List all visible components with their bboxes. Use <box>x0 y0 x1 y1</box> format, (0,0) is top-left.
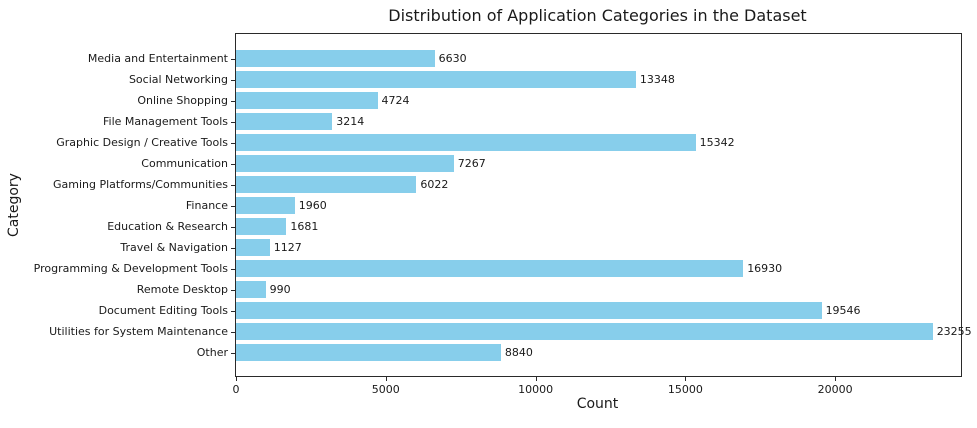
x-tick-label: 5000 <box>371 383 400 396</box>
x-tick-mark <box>236 377 237 381</box>
y-tick-mark <box>231 226 235 228</box>
category-tick-label-social-networking: Social Networking <box>128 73 228 86</box>
bar-value-label-education-research: 1681 <box>290 220 319 233</box>
plot-area <box>235 33 962 377</box>
bar-media-and-entertainment <box>236 50 435 67</box>
bar-social-networking <box>236 71 636 88</box>
bar-other <box>236 344 501 361</box>
bar-file-management-tools <box>236 113 333 130</box>
bar-value-label-other: 8840 <box>504 346 533 359</box>
x-tick-label: 10000 <box>518 383 554 396</box>
bar-communication <box>236 155 454 172</box>
category-tick-label-finance: Finance <box>185 199 228 212</box>
bar-gaming-platforms-communities <box>236 176 417 193</box>
category-tick-label-utilities-for-system-maintenance: Utilities for System Maintenance <box>49 325 228 338</box>
x-tick-label: 20000 <box>817 383 853 396</box>
bar-finance <box>236 197 295 214</box>
x-tick-label: 0 <box>232 383 240 396</box>
x-tick-mark <box>385 377 387 381</box>
category-tick-label-gaming-platforms-communities: Gaming Platforms/Communities <box>52 178 228 191</box>
category-tick-label-document-editing-tools: Document Editing Tools <box>98 304 228 317</box>
y-tick-mark <box>231 184 235 186</box>
bar-remote-desktop <box>236 281 266 298</box>
category-tick-label-education-research: Education & Research <box>107 220 228 233</box>
bar-programming-development-tools <box>236 260 744 277</box>
y-tick-mark <box>231 205 235 207</box>
x-tick-label: 15000 <box>667 383 703 396</box>
category-tick-label-online-shopping: Online Shopping <box>137 94 228 107</box>
x-tick-mark <box>685 377 687 381</box>
y-tick-mark <box>231 310 235 312</box>
bar-document-editing-tools <box>236 302 822 319</box>
category-tick-label-media-and-entertainment: Media and Entertainment <box>87 52 228 65</box>
chart-title: Distribution of Application Categories i… <box>388 6 807 25</box>
category-tick-label-graphic-design-creative-tools: Graphic Design / Creative Tools <box>56 136 228 149</box>
bar-value-label-travel-navigation: 1127 <box>273 241 302 254</box>
y-tick-mark <box>231 163 235 165</box>
y-tick-mark <box>231 79 235 81</box>
y-tick-mark <box>231 58 235 60</box>
y-tick-mark <box>231 142 235 144</box>
bar-value-label-utilities-for-system-maintenance: 23255 <box>936 325 972 338</box>
bar-value-label-communication: 7267 <box>457 157 486 170</box>
y-tick-mark <box>231 268 235 270</box>
x-axis-label: Count <box>576 396 619 412</box>
category-tick-label-file-management-tools: File Management Tools <box>103 115 228 128</box>
x-tick-mark <box>835 377 837 381</box>
bar-value-label-remote-desktop: 990 <box>269 283 291 296</box>
bar-value-label-media-and-entertainment: 6630 <box>438 52 467 65</box>
y-tick-mark <box>231 247 235 249</box>
bar-value-label-social-networking: 13348 <box>639 73 675 86</box>
y-tick-mark <box>231 121 235 123</box>
bar-value-label-online-shopping: 4724 <box>381 94 410 107</box>
y-tick-mark <box>231 352 235 354</box>
category-tick-label-communication: Communication <box>141 157 228 170</box>
bar-utilities-for-system-maintenance <box>236 323 933 340</box>
bar-education-research <box>236 218 287 235</box>
category-tick-label-remote-desktop: Remote Desktop <box>136 283 228 296</box>
bar-value-label-finance: 1960 <box>298 199 327 212</box>
category-tick-label-other: Other <box>196 346 228 359</box>
y-tick-mark <box>231 331 235 333</box>
bar-value-label-gaming-platforms-communities: 6022 <box>420 178 449 191</box>
bar-graphic-design-creative-tools <box>236 134 696 151</box>
bar-value-label-document-editing-tools: 19546 <box>825 304 861 317</box>
category-tick-label-travel-navigation: Travel & Navigation <box>120 241 228 254</box>
y-tick-mark <box>231 289 235 291</box>
x-tick-mark <box>535 377 537 381</box>
y-tick-mark <box>231 100 235 102</box>
bar-value-label-programming-development-tools: 16930 <box>747 262 783 275</box>
bar-value-label-file-management-tools: 3214 <box>336 115 365 128</box>
bar-value-label-graphic-design-creative-tools: 15342 <box>699 136 735 149</box>
bar-online-shopping <box>236 92 378 109</box>
bar-travel-navigation <box>236 239 270 256</box>
category-tick-label-programming-development-tools: Programming & Development Tools <box>33 262 228 275</box>
